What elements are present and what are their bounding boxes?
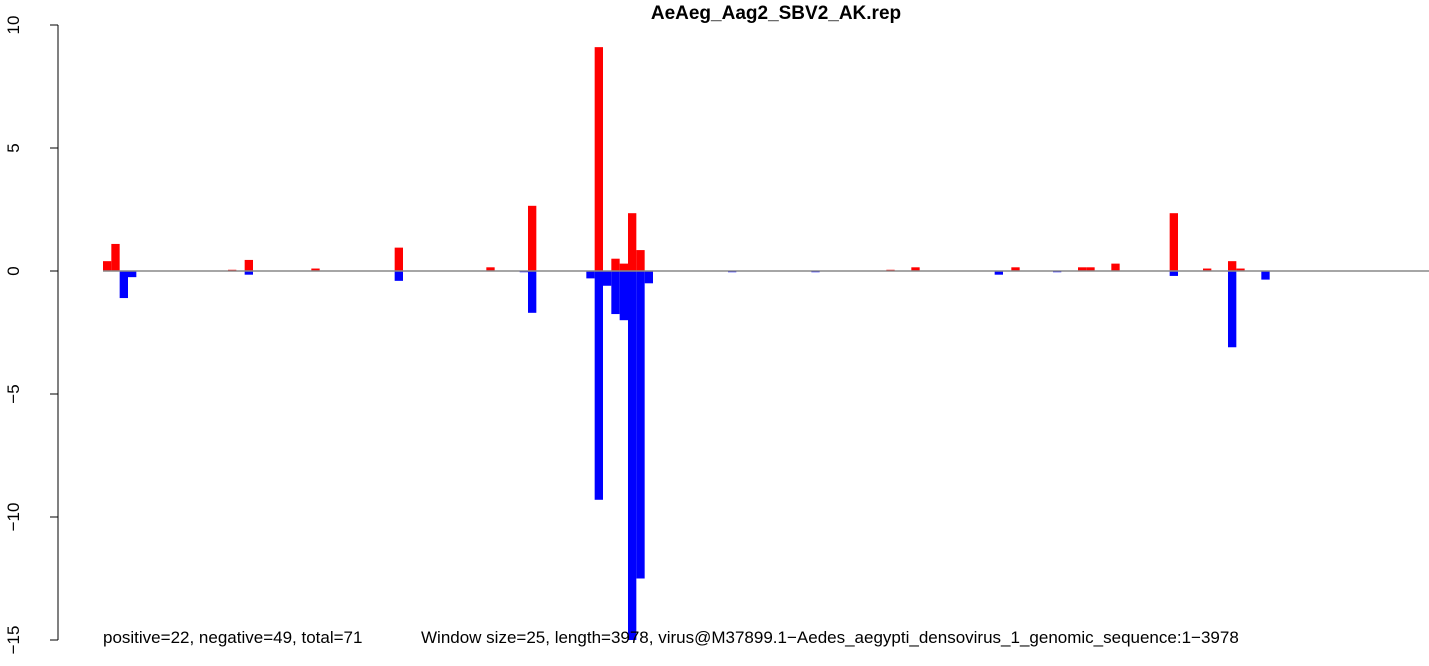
- positive-bar: [1169, 213, 1178, 271]
- negative-bar: [119, 271, 128, 299]
- positive-bar: [1111, 263, 1120, 271]
- positive-bar: [486, 267, 495, 271]
- negative-bar: [244, 271, 253, 275]
- chart-title: AeAeg_Aag2_SBV2_AK.rep: [651, 3, 901, 24]
- positive-bar: [636, 250, 645, 271]
- negative-bar: [611, 271, 620, 315]
- negative-bar: [994, 271, 1003, 275]
- negative-bar: [394, 271, 403, 281]
- negative-bar: [636, 271, 645, 579]
- footer-window-info: Window size=25, length=3978, virus@M3789…: [421, 628, 1239, 647]
- positive-bar: [619, 263, 628, 271]
- positive-bar: [1203, 268, 1212, 271]
- positive-bar: [1236, 268, 1245, 271]
- y-tick-label: 10: [4, 16, 23, 35]
- positive-bar: [611, 258, 620, 271]
- positive-bar: [244, 259, 253, 271]
- negative-bar: [619, 271, 628, 321]
- negative-bar: [628, 271, 637, 640]
- positive-bar: [628, 213, 637, 271]
- positive-bar: [528, 205, 537, 271]
- y-axis: 10 5 0 −5 −10 −15: [4, 16, 59, 655]
- positive-bar: [103, 261, 112, 271]
- y-tick-label: 5: [4, 143, 23, 152]
- y-tick-label: 0: [4, 266, 23, 275]
- negative-bar: [603, 271, 612, 286]
- negative-bar: [128, 271, 137, 278]
- negative-bar: [1228, 271, 1237, 348]
- positive-bar: [394, 247, 403, 271]
- positive-bar: [1078, 267, 1087, 271]
- footer-counts: positive=22, negative=49, total=71: [103, 628, 362, 647]
- positive-bar: [111, 243, 120, 271]
- bars: [103, 47, 1270, 640]
- positive-bar: [311, 268, 320, 271]
- negative-bar: [586, 271, 595, 279]
- negative-bar: [594, 271, 603, 500]
- negative-bar: [1169, 271, 1178, 276]
- y-tick-label: −10: [4, 503, 23, 532]
- positive-bar: [1086, 267, 1095, 271]
- positive-bar: [1228, 261, 1237, 271]
- negative-bar: [644, 271, 653, 284]
- y-tick-label: −15: [4, 626, 23, 655]
- negative-bar: [1261, 271, 1270, 280]
- positive-bar: [594, 47, 603, 271]
- negative-bar: [528, 271, 537, 313]
- positive-bar: [1011, 267, 1020, 271]
- positive-bar: [911, 267, 920, 271]
- y-tick-label: −5: [4, 384, 23, 403]
